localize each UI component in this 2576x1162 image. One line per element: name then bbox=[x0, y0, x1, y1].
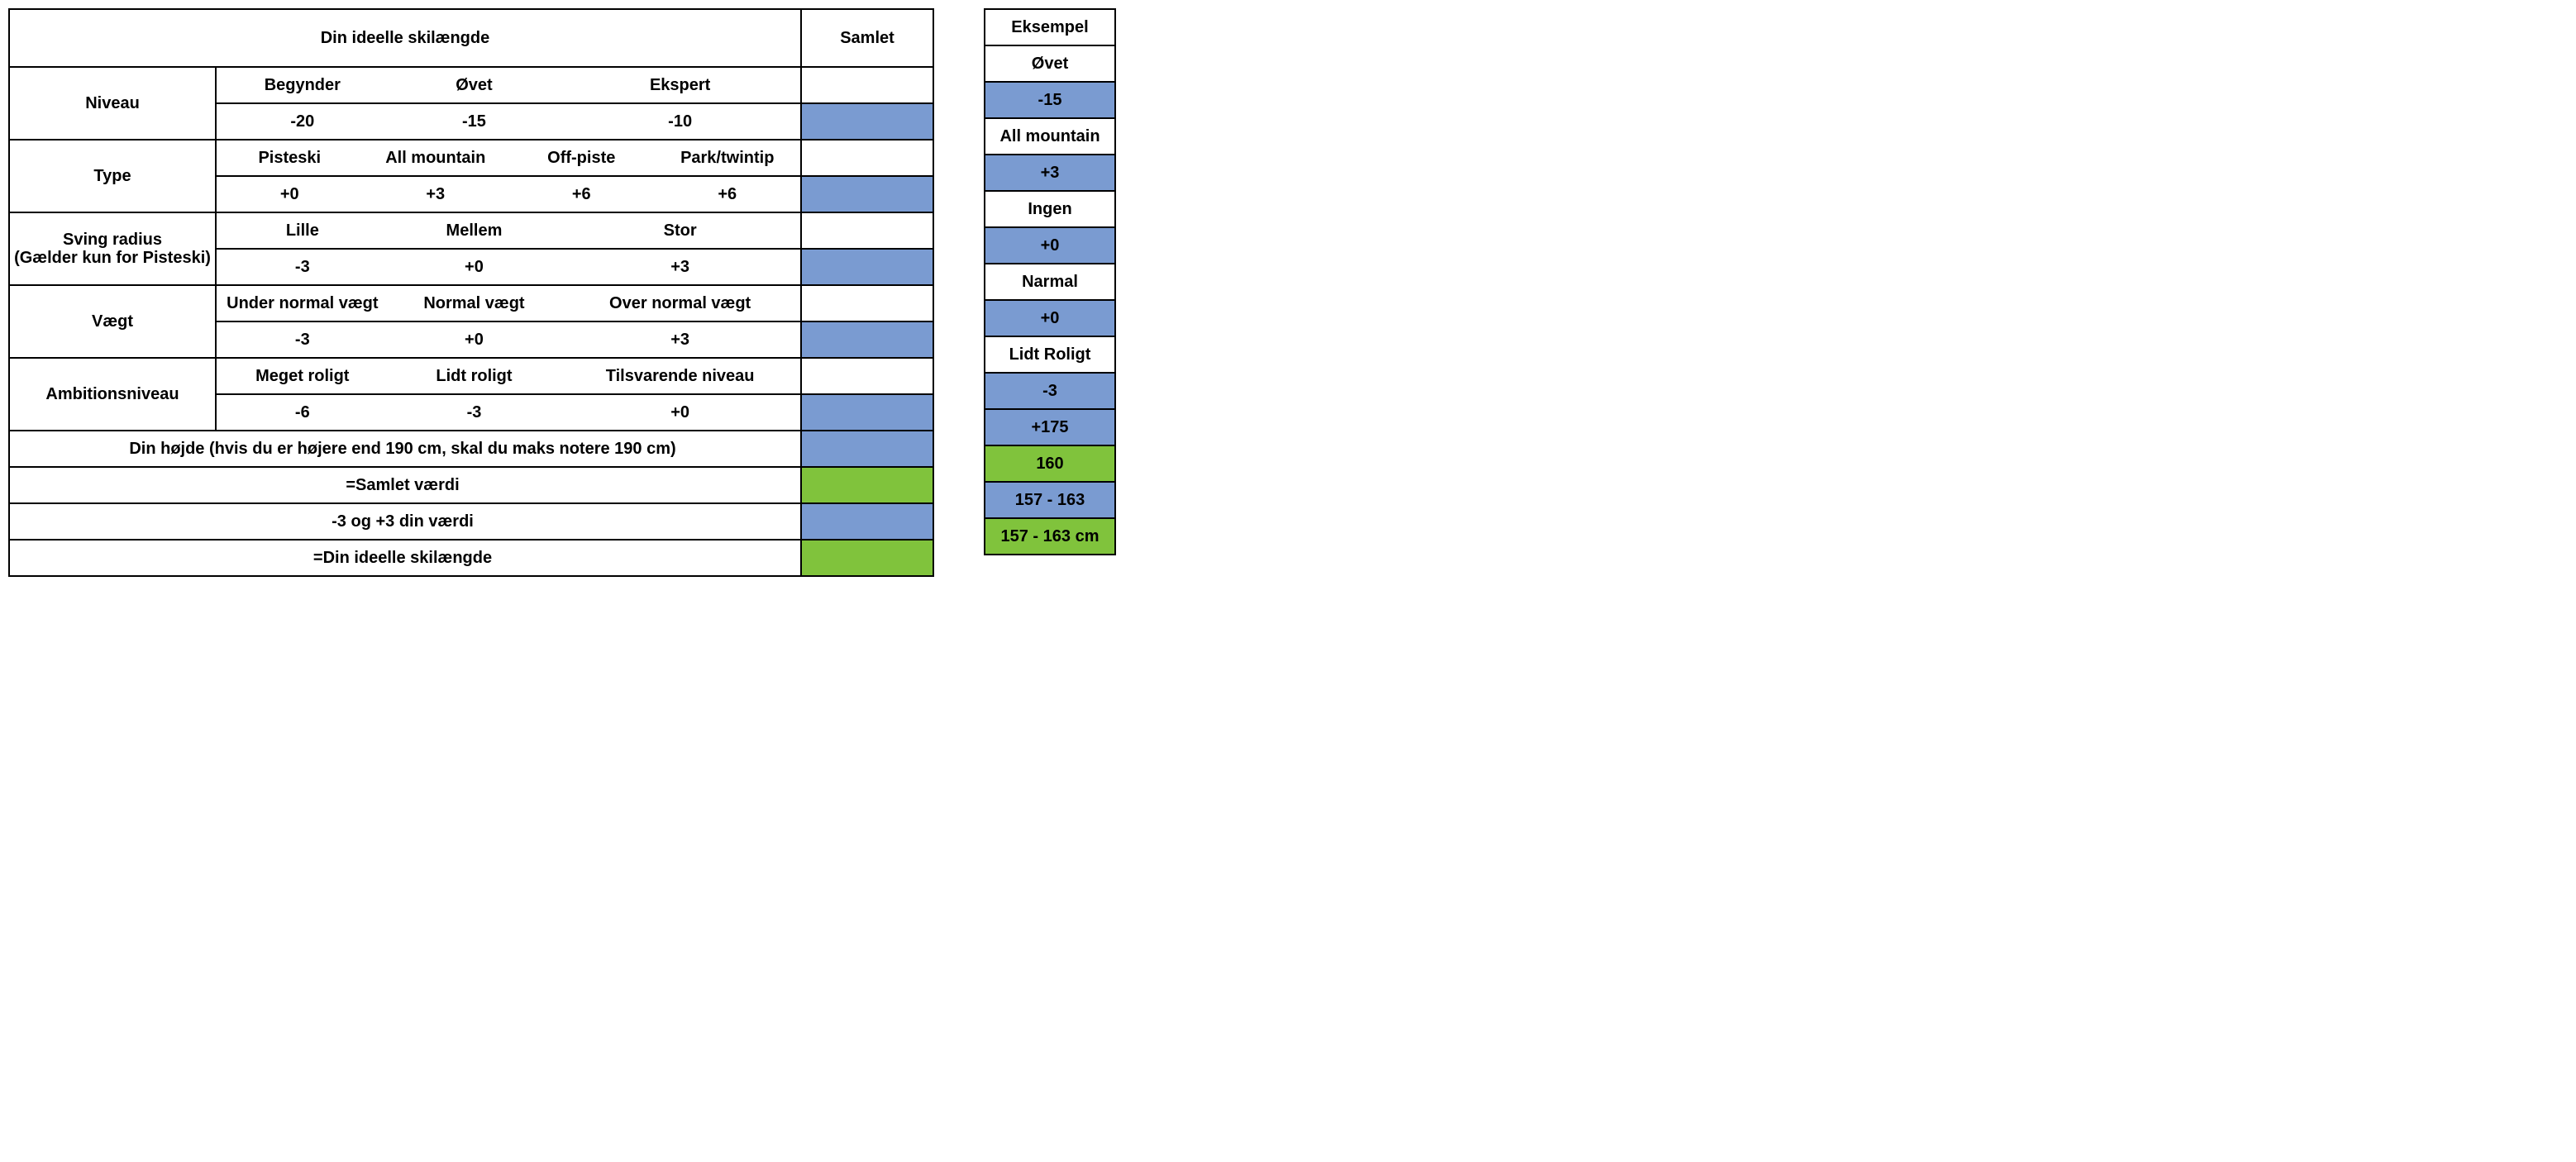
range-result bbox=[801, 503, 933, 540]
sving-val-2: +0 bbox=[389, 258, 561, 277]
sving-values: -3 +0 +3 bbox=[216, 249, 801, 285]
sving-samlet-opt[interactable] bbox=[801, 212, 933, 249]
samlet-vaerdi-label: =Samlet værdi bbox=[9, 467, 801, 503]
sving-label-line1: Sving radius bbox=[63, 231, 162, 249]
height-samlet[interactable] bbox=[801, 431, 933, 467]
ex-sving-opt: Ingen bbox=[985, 191, 1115, 227]
niveau-val-1: -20 bbox=[217, 112, 389, 131]
niveau-options: Begynder Øvet Ekspert bbox=[216, 67, 801, 103]
ex-vaegt-opt: Narmal bbox=[985, 264, 1115, 300]
vaegt-samlet-opt[interactable] bbox=[801, 285, 933, 321]
sving-options: Lille Mellem Stor bbox=[216, 212, 801, 249]
sving-opt-2: Mellem bbox=[389, 221, 561, 240]
ambition-val-2: -3 bbox=[389, 403, 561, 422]
type-samlet-opt[interactable] bbox=[801, 140, 933, 176]
type-values: +0 +3 +6 +6 bbox=[216, 176, 801, 212]
samlet-vaerdi-result bbox=[801, 467, 933, 503]
ex-ideal: 157 - 163 cm bbox=[985, 518, 1115, 555]
vaegt-val-3: +3 bbox=[560, 331, 800, 350]
ambition-val-1: -6 bbox=[217, 403, 389, 422]
ex-range: 157 - 163 bbox=[985, 482, 1115, 518]
type-val-2: +3 bbox=[363, 185, 509, 204]
height-label: Din højde (hvis du er højere end 190 cm,… bbox=[9, 431, 801, 467]
vaegt-opt-2: Normal vægt bbox=[389, 294, 561, 313]
ex-niveau-opt: Øvet bbox=[985, 45, 1115, 82]
vaegt-val-1: -3 bbox=[217, 331, 389, 350]
type-val-3: +6 bbox=[508, 185, 655, 204]
niveau-opt-2: Øvet bbox=[389, 76, 561, 95]
ambition-options: Meget roligt Lidt roligt Tilsvarende niv… bbox=[216, 358, 801, 394]
ambition-samlet-opt[interactable] bbox=[801, 358, 933, 394]
ambition-opt-1: Meget roligt bbox=[217, 367, 389, 386]
example-table: Eksempel Øvet -15 All mountain +3 Ingen … bbox=[984, 8, 1116, 555]
niveau-values: -20 -15 -10 bbox=[216, 103, 801, 140]
type-val-4: +6 bbox=[655, 185, 801, 204]
sving-samlet-val[interactable] bbox=[801, 249, 933, 285]
type-opt-1: Pisteski bbox=[217, 149, 363, 168]
vaegt-values: -3 +0 +3 bbox=[216, 321, 801, 358]
type-val-1: +0 bbox=[217, 185, 363, 204]
vaegt-options: Under normal vægt Normal vægt Over norma… bbox=[216, 285, 801, 321]
ex-niveau-val: -15 bbox=[985, 82, 1115, 118]
vaegt-label: Vægt bbox=[9, 285, 216, 358]
type-samlet-val[interactable] bbox=[801, 176, 933, 212]
vaegt-samlet-val[interactable] bbox=[801, 321, 933, 358]
ambition-samlet-val[interactable] bbox=[801, 394, 933, 431]
range-label: -3 og +3 din værdi bbox=[9, 503, 801, 540]
vaegt-val-2: +0 bbox=[389, 331, 561, 350]
type-opt-4: Park/twintip bbox=[655, 149, 801, 168]
ex-sving-val: +0 bbox=[985, 227, 1115, 264]
ideal-result bbox=[801, 540, 933, 576]
sving-opt-3: Stor bbox=[560, 221, 800, 240]
example-header: Eksempel bbox=[985, 9, 1115, 45]
niveau-opt-3: Ekspert bbox=[560, 76, 800, 95]
vaegt-opt-1: Under normal vægt bbox=[217, 294, 389, 313]
ex-samlet: 160 bbox=[985, 445, 1115, 482]
sving-val-1: -3 bbox=[217, 258, 389, 277]
sving-val-3: +3 bbox=[560, 258, 800, 277]
sving-opt-1: Lille bbox=[217, 221, 389, 240]
samlet-header: Samlet bbox=[801, 9, 933, 67]
ex-ambition-val: -3 bbox=[985, 373, 1115, 409]
type-opt-2: All mountain bbox=[363, 149, 509, 168]
ex-vaegt-val: +0 bbox=[985, 300, 1115, 336]
sving-label: Sving radius (Gælder kun for Pisteski) bbox=[9, 212, 216, 285]
sving-label-line2: (Gælder kun for Pisteski) bbox=[14, 249, 211, 267]
niveau-label: Niveau bbox=[9, 67, 216, 140]
table-title: Din ideelle skilængde bbox=[9, 9, 801, 67]
type-opt-3: Off-piste bbox=[508, 149, 655, 168]
ex-type-val: +3 bbox=[985, 155, 1115, 191]
type-label: Type bbox=[9, 140, 216, 212]
ambition-opt-2: Lidt roligt bbox=[389, 367, 561, 386]
ambition-values: -6 -3 +0 bbox=[216, 394, 801, 431]
ideal-label: =Din ideelle skilængde bbox=[9, 540, 801, 576]
ambition-label: Ambitionsniveau bbox=[9, 358, 216, 431]
niveau-samlet-opt[interactable] bbox=[801, 67, 933, 103]
niveau-val-2: -15 bbox=[389, 112, 561, 131]
ex-height: +175 bbox=[985, 409, 1115, 445]
niveau-samlet-val[interactable] bbox=[801, 103, 933, 140]
ex-ambition-opt: Lidt Roligt bbox=[985, 336, 1115, 373]
niveau-val-3: -10 bbox=[560, 112, 800, 131]
type-options: Pisteski All mountain Off-piste Park/twi… bbox=[216, 140, 801, 176]
ambition-opt-3: Tilsvarende niveau bbox=[560, 367, 800, 386]
ex-type-opt: All mountain bbox=[985, 118, 1115, 155]
vaegt-opt-3: Over normal vægt bbox=[560, 294, 800, 313]
ski-length-table: Din ideelle skilængde Samlet Niveau Begy… bbox=[8, 8, 934, 577]
niveau-opt-1: Begynder bbox=[217, 76, 389, 95]
ambition-val-3: +0 bbox=[560, 403, 800, 422]
